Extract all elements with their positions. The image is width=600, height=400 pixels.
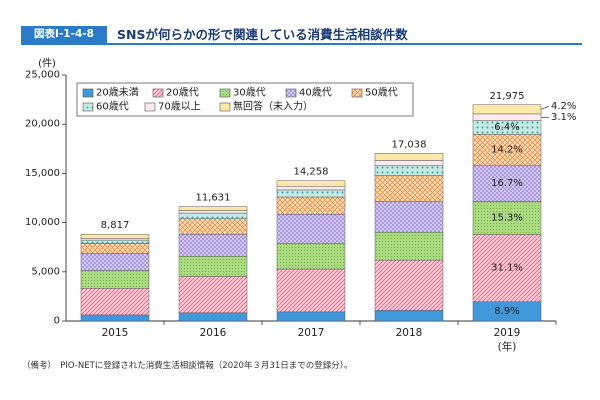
legend-item-50s: 50歳代 [351,87,398,99]
chart-value-labels: 8,817 11,631 14,258 17,038 8.9% 31.1% 15.3% 16.… [101,91,577,317]
bar-segment-2017-20s [276,268,346,313]
pct-label-2019-20s: 31.1% [491,263,523,274]
bar-segment-2015-40s [80,253,150,271]
bar-segment-2018-no-answer [374,153,444,161]
legend-box [76,82,414,117]
x-tick-label: 2016 [200,327,227,339]
legend-swatch [152,88,164,98]
legend-swatch [285,88,297,98]
bar-segment-2015-30s [80,270,150,289]
figure-header: 図表Ⅰ-1-4-8 SNSが何らかの形で関連している消費生活相談件数 [21,26,582,45]
legend-item-70-plus: 70歳以上 [144,101,201,113]
bar-segment-2017-70-plus [276,185,346,191]
bar-segment-2019-no-answer [472,104,542,115]
bar-segment-2016-60s [178,212,248,220]
leader-line [540,105,550,110]
pct-label-2019-30s: 15.3% [491,212,523,223]
bar-segment-2017-under-20 [276,311,346,322]
bar-segment-2017-30s [276,243,346,270]
chart-bars [80,104,542,322]
bar-segment-2015-no-answer [80,233,150,239]
bar-segment-2018-20s [374,259,444,311]
pct-label-2019-under-20: 8.9% [494,306,519,317]
bar-segment-2018-40s [374,201,444,233]
pct-label-2019-40s: 16.7% [491,178,523,189]
bar-segment-2018-70-plus [374,160,444,166]
bar-segment-2018-under-20 [374,310,444,322]
x-tick-label: 2015 [102,327,129,339]
legend-item-40s: 40歳代 [285,87,332,99]
bar-segment-2019-70-plus [472,113,542,121]
pct-label-2019-70-plus: 3.1% [551,112,576,123]
x-tick-label: 2018 [396,327,423,339]
bar-segment-2017-40s [276,213,346,244]
bar-segment-2017-50s [276,196,346,215]
bar-segment-2016-20s [178,276,248,314]
pct-label-2019-50s: 14.2% [491,144,523,155]
y-tick-label: 5,000 [31,266,60,277]
y-tick-label: 10,000 [25,217,60,228]
bar-segment-2019-40s [472,164,542,202]
legend-label: 70歳以上 [158,101,201,113]
legend-item-30s: 30歳代 [219,87,266,99]
bar-segment-2016-30s [178,256,248,277]
total-label-2017: 14,258 [294,167,329,178]
pct-label-2019-no-answer: 4.2% [551,101,576,112]
legend-label: 40歳代 [299,87,332,99]
legend-swatch [82,102,94,112]
legend-swatch [351,88,363,98]
bar-segment-2018-50s [374,175,444,202]
x-tick-label: 2017 [298,327,325,339]
legend-label: 20歳未満 [96,87,139,99]
legend-item-20s: 20歳代 [152,87,199,99]
y-axis-unit-label: (件) [38,58,56,70]
bar-segment-2015-50s [80,243,150,254]
legend-label: 60歳代 [96,101,129,113]
total-label-2019: 21,975 [490,91,525,102]
bar-segment-2015-under-20 [80,314,150,322]
figure-number-badge: 図表Ⅰ-1-4-8 [21,26,107,43]
bar-segment-2016-70-plus [178,210,248,214]
y-tick-label: 0 [54,316,60,327]
figure-note: （備考） PIO-NETに登録された消費生活相談情報（2020年３月31日までの… [22,361,353,371]
y-tick-label: 25,000 [25,70,60,81]
x-axis-unit-label: (年) [498,340,517,353]
figure-title: SNSが何らかの形で関連している消費生活相談件数 [117,27,408,42]
legend-label: 50歳代 [365,87,398,99]
bar-segment-2016-no-answer [178,206,248,211]
y-tick-label: 20,000 [25,119,60,130]
legend-swatch [82,88,94,98]
legend-item-under-20: 20歳未満 [82,87,139,99]
bar-segment-2017-60s [276,189,346,198]
bar-segment-2015-60s [80,239,150,244]
total-label-2015: 8,817 [101,220,130,231]
legend-label: 無回答（未入力） [233,100,313,113]
legend-label: 20歳代 [166,87,199,99]
bar-segment-2015-20s [80,288,150,316]
bar-segment-2019-20s [472,234,542,303]
legend-label: 30歳代 [233,87,266,99]
legend-item-no-answer: 無回答（未入力） [219,100,313,113]
legend-item-60s: 60歳代 [82,101,129,113]
y-tick-label: 15,000 [25,168,60,179]
bar-segment-2016-under-20 [178,312,248,322]
x-tick-label: 2019 [494,327,521,339]
bar-segment-2019-50s [472,134,542,166]
total-label-2016: 11,631 [196,193,231,204]
legend-swatch [219,88,231,98]
legend-swatch [144,102,156,112]
total-label-2018: 17,038 [392,139,427,150]
bar-segment-2016-50s [178,218,248,235]
bar-segment-2018-60s [374,164,444,176]
chart-legend: 20歳未満 20歳代 30歳代 40歳代 50歳代 60歳代 70歳以上 無回答（未入力） [76,82,414,117]
bar-segment-2017-no-answer [276,180,346,187]
bar-segment-2018-30s [374,231,444,261]
bar-segment-2016-40s [178,233,248,257]
bar-segment-2015-70-plus [80,238,150,241]
legend-swatch [219,102,231,112]
pct-label-2019-60s: 6.4% [494,122,519,133]
